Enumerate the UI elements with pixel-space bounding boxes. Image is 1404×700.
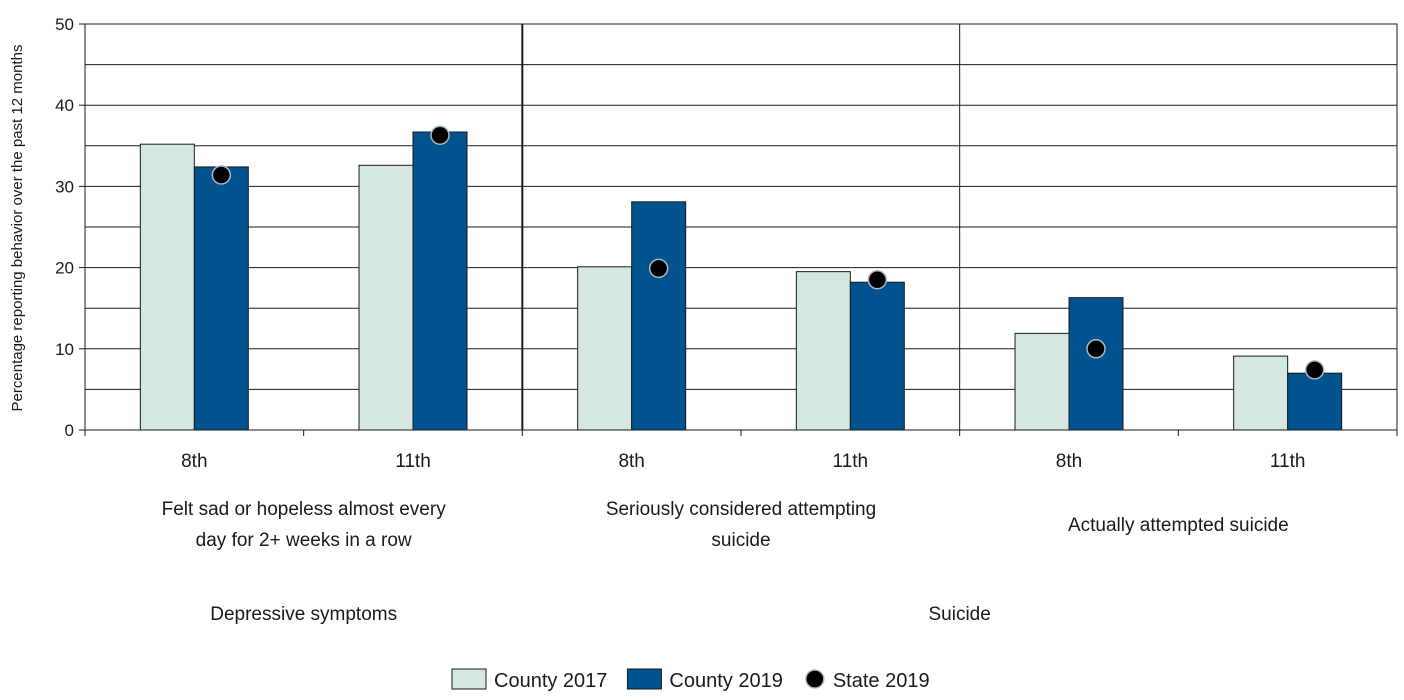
legend-label: State 2019	[833, 670, 930, 692]
legend-marker	[805, 669, 825, 689]
legend-swatch	[626, 668, 662, 690]
bar-county-2017	[358, 164, 414, 431]
legend-label: County 2017	[494, 670, 607, 692]
subgroup-label: Seriously considered attempting	[606, 499, 876, 520]
x-category-label: 8th	[181, 451, 207, 472]
group-label: Depressive symptoms	[210, 604, 397, 625]
bar-county-2017	[1233, 355, 1289, 431]
point-state-2019	[648, 258, 669, 279]
subgroup-label: Actually attempted suicide	[1068, 515, 1289, 536]
axes: 0 10 20 30 40 50	[55, 15, 1398, 440]
state-points	[211, 125, 1325, 380]
bars	[139, 131, 1343, 431]
bar-county-2019	[1287, 372, 1343, 431]
bar-county-2019	[1068, 297, 1124, 431]
subgroup-label: day for 2+ weeks in a row	[196, 530, 412, 551]
bar-county-2019	[631, 201, 687, 431]
y-tick-label: 40	[55, 96, 74, 115]
point-state-2019	[867, 270, 888, 290]
y-tick-label: 0	[65, 421, 74, 440]
x-category-label: 8th	[1056, 451, 1082, 472]
y-tick-label: 20	[55, 259, 74, 278]
y-tick-label: 10	[55, 340, 74, 359]
bar-county-2017	[577, 266, 633, 431]
point-state-2019	[211, 165, 232, 185]
bar-county-2017	[139, 143, 195, 431]
subgroup-label: suicide	[711, 530, 770, 551]
point-state-2019	[1304, 360, 1325, 380]
bar-county-2019	[412, 131, 468, 431]
x-category-label: 11th	[1270, 451, 1306, 472]
y-tick-label: 30	[55, 177, 74, 196]
x-category-label: 11th	[395, 451, 431, 472]
point-state-2019	[430, 125, 450, 145]
y-axis-label: Percentage reporting behavior over the p…	[9, 45, 26, 412]
group-label: Suicide	[929, 604, 991, 625]
grid-lines	[85, 23, 1397, 390]
axis-labels: Percentage reporting behavior over the p…	[9, 45, 1305, 625]
bar-county-2019	[193, 166, 249, 431]
x-category-label: 11th	[833, 451, 869, 472]
point-state-2019	[1086, 339, 1106, 359]
bar-county-2017	[1014, 332, 1070, 431]
bar-county-2019	[849, 281, 905, 431]
subgroup-label: Felt sad or hopeless almost every	[162, 499, 447, 520]
bar-county-2017	[795, 271, 851, 431]
y-tick-label: 50	[55, 15, 74, 34]
legend: County 2017 County 2019 State 2019	[451, 668, 930, 692]
legend-swatch	[451, 668, 487, 690]
legend-label: County 2019	[669, 670, 782, 692]
x-category-label: 8th	[618, 451, 644, 472]
